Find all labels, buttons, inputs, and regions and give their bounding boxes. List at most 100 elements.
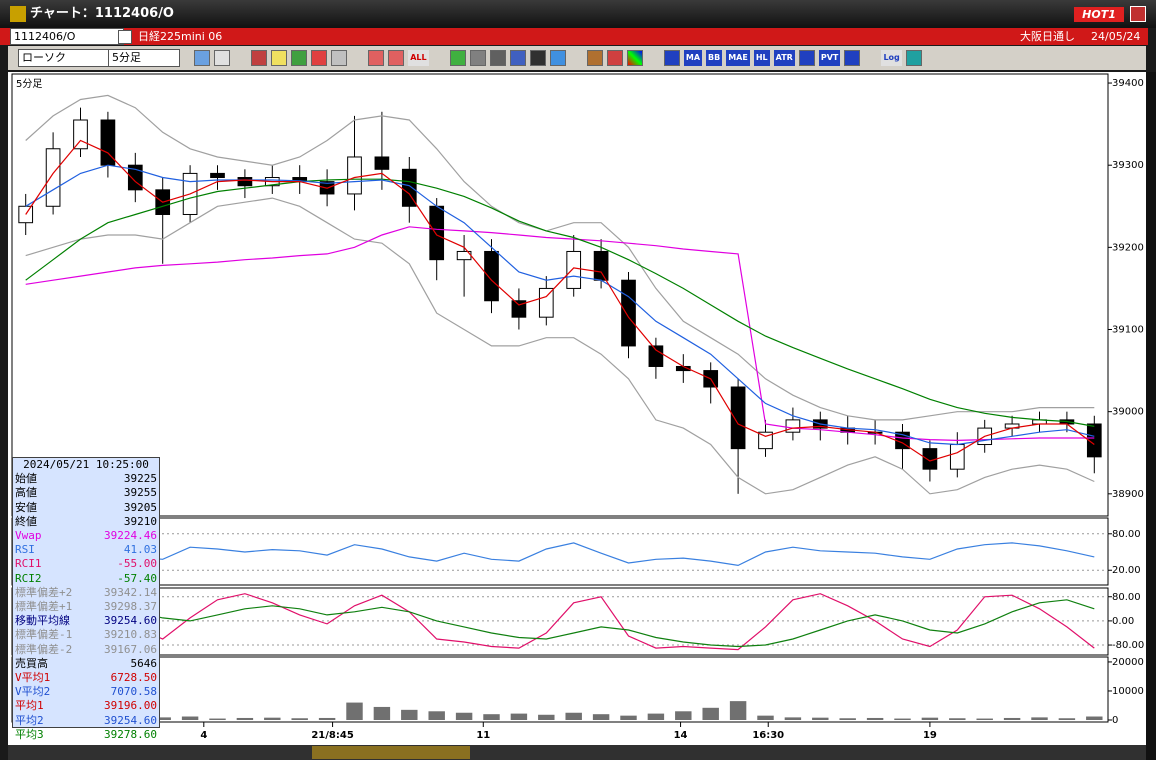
info-label: 安値 [15,500,37,514]
volume-bar [866,717,884,720]
tool-icon[interactable] [469,50,486,66]
tool-label[interactable]: BB [706,50,723,66]
tool-icon[interactable] [798,50,815,66]
tool-label[interactable]: PVT [818,50,841,66]
info-label: 標準偏差+1 [15,600,73,614]
tool-icon[interactable] [905,50,922,66]
tool-icon[interactable] [844,50,861,66]
volume-bar [209,718,226,720]
info-label: V平均1 [15,671,51,685]
y-tick-label: 20.00 [1112,565,1141,576]
tool-icon[interactable] [529,50,546,66]
candle-body [758,431,773,450]
tool-icon[interactable] [586,50,603,66]
tool-icon[interactable] [291,50,308,66]
tool-label[interactable]: ALL [408,50,429,66]
tool-label[interactable]: MAE [726,50,750,66]
info-value: 39167.06 [104,642,157,656]
interval-select[interactable]: 5分足 [108,49,180,67]
candle-body [401,168,417,207]
info-label: 終値 [15,514,37,528]
info-timestamp: 2024/05/21 10:25:00 [23,458,149,471]
chart-background [8,72,1146,745]
tool-icon[interactable] [626,50,643,66]
y-tick-label: 0 [1112,715,1118,726]
tool-icon[interactable] [311,50,328,66]
series-line [25,178,1095,427]
info-value: 39196.00 [104,699,157,713]
info-value: 39254.60 [104,614,157,628]
y-tick-label: 10000 [1112,686,1144,697]
tool-label[interactable]: HL [753,50,770,66]
candle-body [648,345,664,367]
scroll-thumb[interactable] [312,746,470,759]
info-value: 39255 [123,486,157,500]
tool-icon[interactable] [509,50,526,66]
info-value: 5646 [130,656,158,670]
info-value: 39225 [123,472,157,486]
tool-icon[interactable] [271,50,288,66]
scrollbar[interactable] [8,745,1146,760]
volume-bar [346,702,363,720]
tool-label[interactable]: Log [881,50,902,66]
frame [1146,72,1156,760]
chart-type-select[interactable]: ローソク [18,49,112,67]
tool-icon[interactable] [368,50,385,66]
info-value: 39205 [123,500,157,514]
tool-icons: ALL MA BB MAE HL ATR PVT Log [192,46,924,66]
volume-bar [894,718,911,720]
symbol-dropdown[interactable] [118,30,132,44]
info-value: 7070.58 [110,685,157,699]
tool-icon[interactable] [388,50,405,66]
close-button[interactable] [1130,6,1146,22]
y-tick-label: 38900 [1112,489,1144,500]
info-label: RCI1 [15,557,42,571]
info-row: 平均3 39278.60 [15,728,157,742]
volume-bar [620,715,637,720]
info-row: V平均1 6728.50 [15,671,157,685]
info-row: 高値 39255 [15,486,157,500]
tool-label[interactable]: MA [683,50,703,66]
volume-bar [236,717,254,720]
hot-badge[interactable]: HOT1 [1074,7,1124,22]
volume-bar [401,709,418,720]
tool-icon[interactable] [194,50,210,66]
candle-body [45,148,61,207]
x-tick-label: 11 [476,730,490,741]
info-row: RCI1 -55.00 [15,557,157,571]
y-tick-label: 20000 [1112,657,1144,668]
info-row: 標準偏差-1 39210.83 [15,628,157,642]
info-row: 標準偏差-2 39167.06 [15,643,157,657]
info-row: 終値 39210 [15,515,157,529]
info-label: V平均2 [15,685,51,699]
candle-body [511,300,527,318]
tool-icon[interactable] [331,50,348,66]
info-row: Vwap 39224.46 [15,529,157,543]
y-tick-label: 80.00 [1112,592,1141,603]
tool-icon[interactable] [663,50,680,66]
tool-label[interactable]: ATR [773,50,795,66]
y-tick-label: 39100 [1112,325,1144,336]
instrument-name: 日経225mini 06 [138,30,223,43]
tool-icon[interactable] [489,50,506,66]
volume-bar [181,716,199,720]
info-label: 平均3 [15,727,44,741]
tool-icon[interactable] [606,50,623,66]
volume-bar [675,711,692,720]
x-tick-label: 19 [923,730,937,741]
volume-bar [1058,718,1076,720]
tool-icon[interactable] [251,50,268,66]
tool-icon[interactable] [549,50,566,66]
tool-icon[interactable] [449,50,466,66]
info-label: 標準偏差+2 [15,585,73,599]
window-title: チャート：1112406/O [30,6,174,21]
x-tick-label: 21/8:45 [311,730,353,741]
volume-bar [318,717,336,720]
info-label: RCI2 [15,571,42,585]
symbol-input[interactable]: 1112406/O [10,28,124,45]
volume-bar [373,706,391,720]
candle-body [593,250,609,281]
volume-bar [264,717,281,720]
tool-icon[interactable] [214,50,230,66]
